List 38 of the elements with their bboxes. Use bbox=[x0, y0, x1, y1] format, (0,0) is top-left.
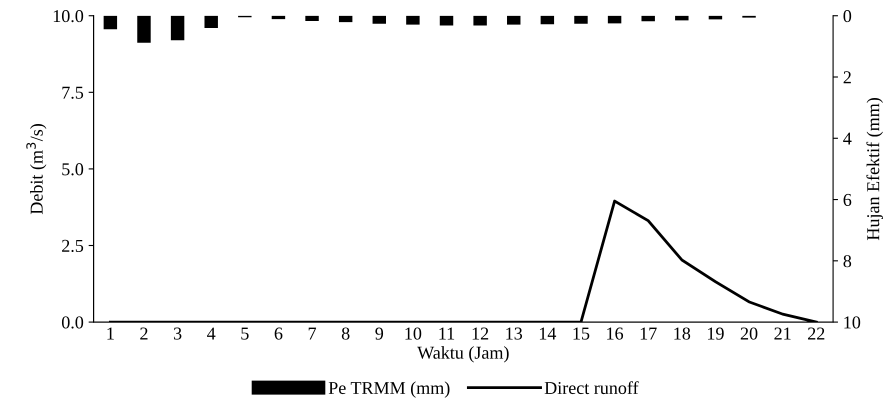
y2-axis-title: Hujan Efektif (mm) bbox=[866, 98, 883, 240]
y-tick-label: 7.5 bbox=[62, 86, 84, 99]
y2-tick-label: 6 bbox=[844, 194, 852, 206]
x-tick-label: 22 bbox=[808, 328, 824, 340]
x-tick-label: 9 bbox=[375, 328, 384, 340]
y2-tick-label: 0 bbox=[843, 10, 852, 22]
y2-tick-label: 10 bbox=[844, 316, 860, 329]
x-tick-label: 14 bbox=[540, 328, 556, 340]
y-tick-label: 5.0 bbox=[62, 163, 84, 176]
x-tick-label: 2 bbox=[140, 328, 148, 340]
x-tick-label: 19 bbox=[708, 328, 724, 340]
y-axis-title: Debit (m$^{3}$/s) bbox=[26, 124, 46, 214]
y2-tick-label: 4 bbox=[843, 132, 852, 145]
y-tick-label: 2.5 bbox=[62, 240, 84, 252]
y2-tick-label: 8 bbox=[843, 255, 852, 268]
x-tick-label: 15 bbox=[574, 328, 590, 340]
x-tick-label: 20 bbox=[740, 327, 758, 340]
x-tick-label: 16 bbox=[607, 328, 624, 340]
x-tick-label: 5 bbox=[241, 328, 249, 340]
x-tick-label: 10 bbox=[405, 327, 422, 340]
x-tick-label: 6 bbox=[274, 328, 282, 340]
x-tick-label: 13 bbox=[506, 328, 522, 340]
y-tick-label: 10.0 bbox=[54, 10, 84, 22]
y-tick-label: 0.0 bbox=[62, 316, 84, 329]
x-tick-label: 7 bbox=[308, 328, 316, 340]
x-axis-title: Waktu (Jam) bbox=[417, 346, 509, 362]
x-tick-label: 11 bbox=[439, 328, 454, 340]
y2-tick-label: 2 bbox=[844, 71, 851, 84]
legend-label: Direct runoff bbox=[544, 381, 639, 394]
x-tick-label: 18 bbox=[674, 327, 690, 340]
x-tick-label: 4 bbox=[207, 328, 216, 340]
x-tick-label: 8 bbox=[342, 327, 350, 340]
x-tick-label: 21 bbox=[774, 328, 791, 340]
x-tick-label: 3 bbox=[174, 328, 182, 340]
x-tick-label: 12 bbox=[472, 328, 488, 340]
x-tick-label: 1 bbox=[107, 328, 114, 340]
legend-label: Pe TRMM (mm) bbox=[328, 381, 450, 398]
x-tick-label: 17 bbox=[640, 328, 657, 340]
